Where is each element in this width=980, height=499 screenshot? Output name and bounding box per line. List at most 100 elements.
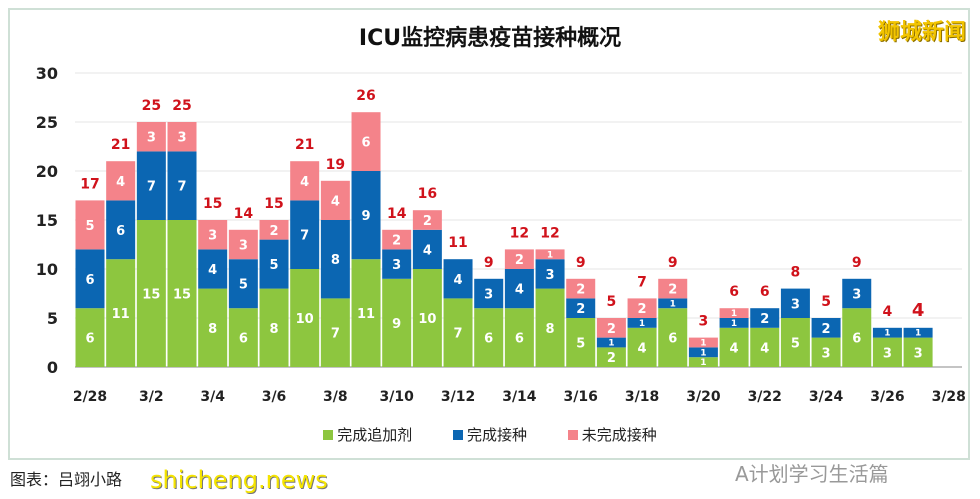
segment-label: 5 (85, 219, 94, 234)
segment-label: 1 (731, 309, 737, 319)
x-tick-label: 3/22 (748, 389, 782, 405)
total-label: 21 (111, 137, 130, 153)
total-label: 11 (448, 235, 467, 251)
segment-label: 6 (362, 136, 371, 151)
bar-segment (198, 288, 228, 367)
bar-segment (382, 249, 412, 279)
bar-segment (167, 151, 197, 220)
segment-label: 6 (85, 332, 94, 347)
bar-segment (75, 200, 105, 250)
segment-label: 2 (668, 283, 677, 298)
bar-segment (719, 327, 749, 367)
bar-segment (290, 161, 320, 201)
bar-segment (228, 229, 258, 260)
brand-logo: 狮城新闻 (877, 20, 966, 45)
total-label: 19 (326, 157, 345, 173)
segment-label: 2 (515, 253, 524, 268)
segment-label: 4 (423, 243, 432, 258)
segment-label: 2 (392, 234, 401, 249)
segment-label: 3 (484, 288, 493, 303)
bar-segment (412, 210, 442, 230)
bar-segment (259, 288, 289, 367)
legend-label: 未完成接种 (581, 426, 657, 444)
segment-label: 1 (731, 319, 737, 329)
total-label: 5 (821, 294, 831, 310)
bar-segment (198, 220, 228, 250)
bar-segment (750, 308, 780, 328)
bar-segment (872, 327, 902, 338)
bar-segment (566, 318, 596, 367)
segment-label: 3 (822, 346, 831, 361)
segment-label: 1 (700, 339, 706, 349)
total-label: 9 (576, 255, 586, 271)
segment-label: 2 (269, 224, 278, 239)
total-label: 12 (510, 225, 529, 241)
segment-label: 9 (392, 317, 401, 332)
segment-label: 1 (670, 299, 676, 309)
legend-label: 完成追加剂 (337, 426, 413, 444)
segment-label: 4 (454, 273, 463, 288)
bar-segment (596, 337, 626, 348)
bar-segment (780, 288, 810, 318)
segment-label: 1 (884, 329, 890, 339)
segment-label: 6 (85, 273, 94, 288)
segment-label: 15 (142, 288, 160, 303)
segment-label: 4 (730, 341, 739, 356)
segment-label: 1 (547, 250, 553, 260)
bar-segment (566, 278, 596, 299)
bar-segment (811, 337, 841, 367)
bar-segment (719, 308, 749, 318)
segment-label: 3 (852, 288, 861, 303)
bar-segment (351, 171, 381, 260)
segment-label: 7 (177, 180, 186, 195)
bar-segment (443, 259, 473, 299)
x-tick-label: 3/26 (870, 389, 904, 405)
x-tick-label: 3/28 (932, 389, 966, 405)
segment-label: 1 (700, 358, 706, 368)
segment-label: 4 (300, 175, 309, 190)
x-tick-label: 3/24 (809, 389, 844, 405)
x-tick-label: 3/14 (502, 389, 537, 405)
bar-segment (167, 122, 197, 152)
total-label: 4 (883, 304, 893, 320)
y-tick-label: 25 (36, 113, 58, 132)
legend: 完成追加剂 完成接种 未完成接种 (0, 426, 980, 444)
segment-label: 3 (208, 229, 217, 244)
bar-segment (320, 220, 350, 299)
legend-complete: 完成接种 (452, 426, 527, 444)
bar-segment (412, 229, 442, 269)
legend-label: 完成接种 (466, 426, 527, 444)
bar-segment (351, 112, 381, 171)
bar-segment (474, 308, 504, 367)
bar-segment (259, 239, 289, 289)
total-label: 3 (699, 314, 709, 330)
bar-segment (719, 318, 749, 328)
segment-label: 8 (546, 322, 555, 337)
segment-label: 3 (883, 346, 892, 361)
bar-segment (106, 259, 136, 367)
segment-label: 1 (608, 339, 614, 349)
x-tick-label: 2/28 (73, 389, 107, 405)
segment-label: 8 (269, 322, 278, 337)
bar-segment (75, 249, 105, 309)
bar-segment (106, 161, 136, 201)
segment-label: 1 (915, 329, 921, 339)
bar-segment (136, 122, 166, 152)
y-tick-label: 0 (47, 358, 58, 377)
y-tick-label: 5 (47, 309, 58, 328)
bar-segment (290, 200, 320, 269)
segment-label: 5 (239, 278, 248, 293)
bar-segment (658, 308, 688, 367)
segment-label: 6 (484, 332, 493, 347)
segment-label: 5 (576, 337, 585, 352)
bar-segment (320, 180, 350, 220)
x-tick-label: 3/12 (441, 389, 475, 405)
segment-label: 9 (362, 209, 371, 224)
x-tick-label: 3/8 (323, 389, 348, 405)
bar-segment (903, 327, 933, 338)
total-label: 9 (484, 255, 494, 271)
bar-segment (872, 337, 902, 367)
bar-segment (412, 269, 442, 367)
total-label: 4 (912, 300, 925, 321)
